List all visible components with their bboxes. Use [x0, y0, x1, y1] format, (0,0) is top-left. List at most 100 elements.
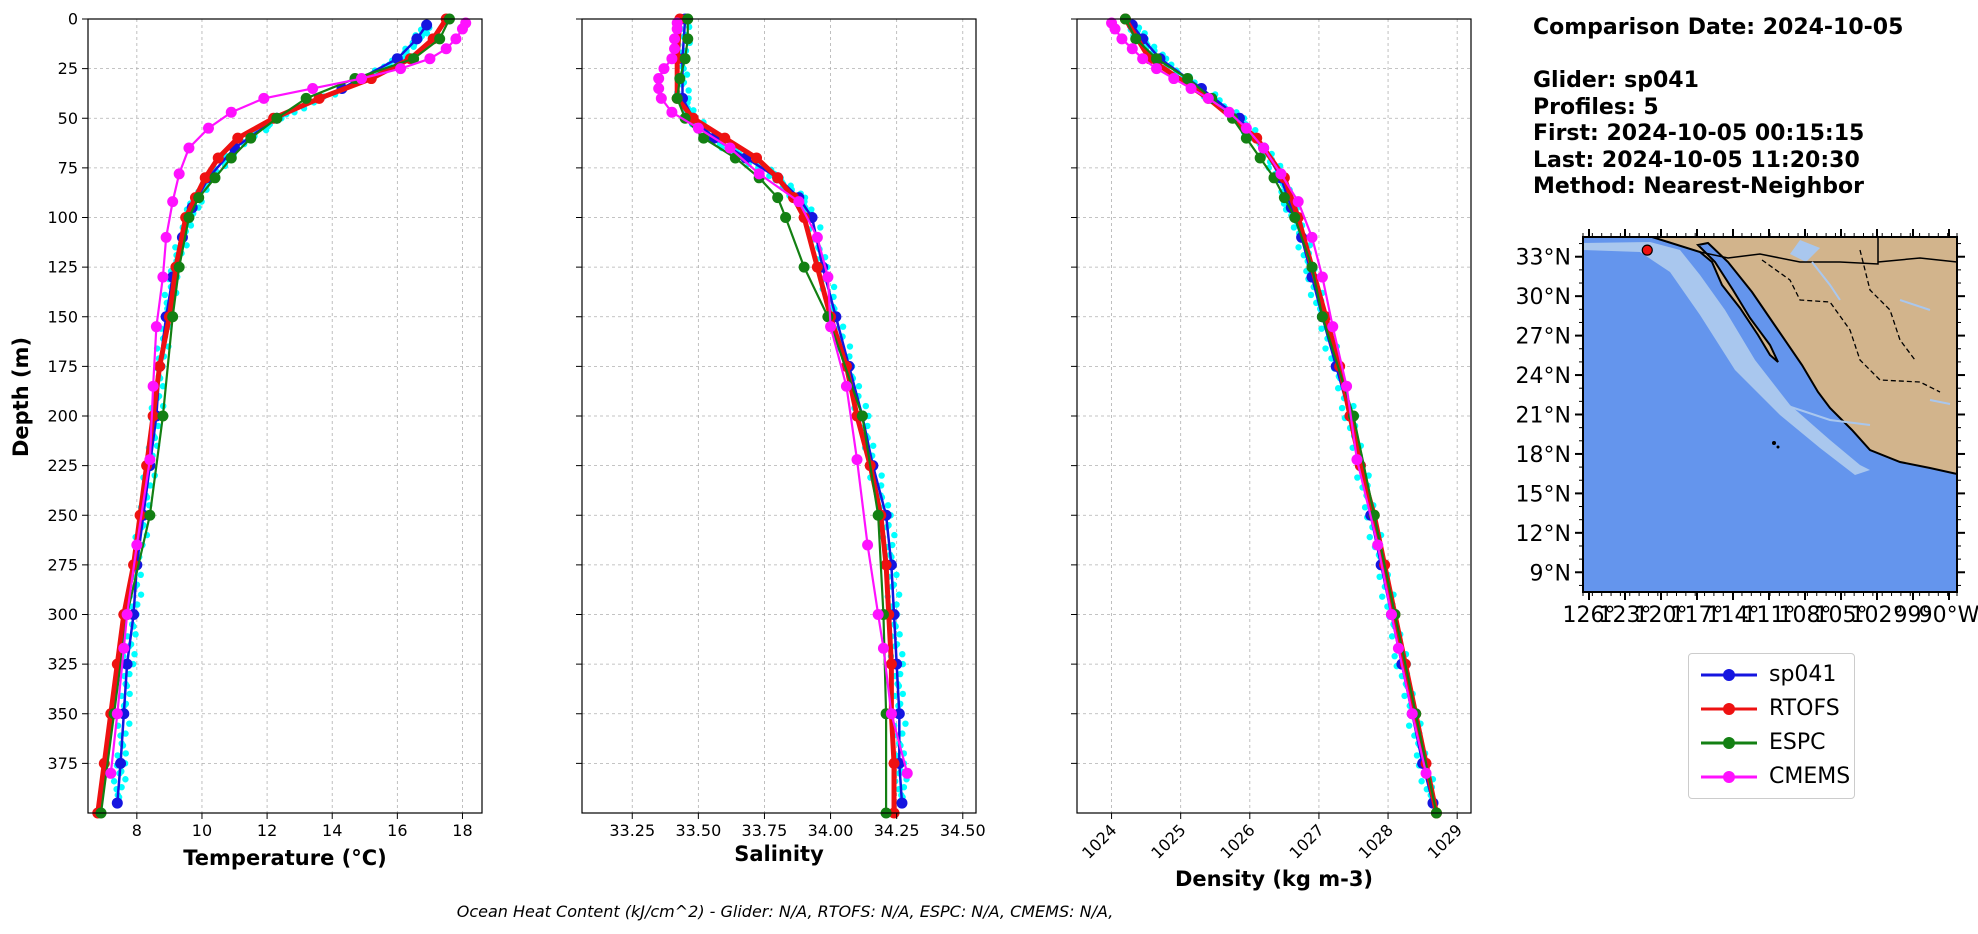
depth-axis-label: Depth (m) [9, 337, 33, 457]
series-cmems-point [307, 82, 319, 94]
x-tick-label: 18 [452, 821, 472, 840]
series-cmems-point [1223, 106, 1235, 118]
series-cmems-point [1372, 539, 1384, 551]
x-tick-label: 1026 [1216, 820, 1258, 862]
legend-marker-icon [1701, 669, 1757, 681]
glider-raw-point [122, 750, 129, 757]
map-lon-label: 123° [1599, 603, 1652, 628]
legend-marker-icon [1701, 737, 1757, 749]
series-cmems-point [655, 92, 667, 104]
y-tick-label: 125 [47, 258, 78, 277]
glider-raw-point [183, 242, 190, 249]
series-cmems-point [658, 63, 670, 75]
y-tick-label: 50 [58, 109, 78, 128]
glider-raw-point [862, 402, 870, 410]
map-state-borders [1761, 249, 1941, 393]
legend: sp041 RTOFS ESPC CMEMS [1688, 653, 1855, 799]
info-spacer [1533, 42, 1903, 69]
map-island [1772, 441, 1776, 445]
x-tick-label: 33.75 [742, 821, 788, 840]
glider-raw-point [839, 323, 847, 330]
y-tick-label: 100 [47, 208, 78, 227]
series-cmems-point [424, 53, 436, 65]
series-espc-point [157, 410, 169, 422]
x-tick-label: 14 [322, 821, 342, 840]
series-rtofs-point [888, 757, 900, 769]
series-espc-point [225, 152, 237, 164]
series-espc-point [1289, 212, 1301, 223]
series-cmems-point [1386, 609, 1398, 620]
glider-raw-point [131, 651, 138, 658]
series-cmems-point [1341, 380, 1353, 392]
series-espc-point [193, 192, 205, 204]
y-tick-label: 75 [58, 158, 78, 177]
series-rtofs-point [772, 172, 784, 184]
series-rtofs-point [199, 172, 211, 184]
series-rtofs-point [811, 261, 823, 273]
glider-raw-point [423, 30, 431, 37]
x-tick-label: 1027 [1286, 820, 1328, 862]
series-espc-point [674, 73, 686, 85]
legend-label: CMEMS [1769, 764, 1851, 789]
series-rtofs-point [313, 92, 325, 104]
map-lake [1790, 240, 1820, 262]
legend-label: ESPC [1769, 730, 1826, 755]
glider-raw-point [902, 720, 909, 727]
glider-raw-point [126, 690, 133, 698]
glider-raw-point [817, 224, 824, 231]
x-tick-label: 34.25 [874, 821, 920, 840]
series-espc-point [822, 311, 834, 323]
series-cmems-point [793, 196, 805, 208]
series-espc-line [1124, 18, 1438, 814]
series-cmems-point [877, 642, 889, 654]
series-cmems-point [1126, 43, 1138, 55]
series-rtofs-point [687, 112, 699, 124]
map-lat-label: 9°N [1530, 561, 1571, 586]
series-cmems-point [666, 106, 678, 118]
series-espc-point [300, 92, 312, 104]
series-cmems-point [1185, 82, 1197, 94]
series-cmems-point [653, 82, 665, 94]
series-rtofs-point [751, 152, 763, 164]
series-espc-point [1182, 73, 1194, 85]
glider-raw-point [1413, 752, 1421, 759]
glider-raw-point [126, 670, 133, 678]
map-lat-label: 18°N [1516, 443, 1571, 468]
series-espc-point [173, 261, 185, 273]
series-cmems-point [167, 196, 179, 208]
x-tick-label: 33.50 [675, 821, 721, 840]
glider-raw-point [893, 601, 900, 608]
glider-raw-point [1388, 633, 1396, 640]
series-cmems-point [872, 609, 884, 620]
series-rtofs-point [719, 132, 731, 144]
series-espc-point [271, 112, 283, 124]
y-tick-label: 350 [47, 704, 78, 723]
series-cmems-point [1327, 321, 1339, 333]
series-cmems-point [1150, 63, 1162, 75]
glider-raw-point [899, 730, 906, 737]
map-lon-label: 108° [1779, 603, 1832, 628]
glider-raw-point [1290, 224, 1298, 231]
x-axis-label: Temperature (°C) [183, 846, 386, 870]
y-tick-label: 275 [47, 555, 78, 574]
y-tick-label: 250 [47, 506, 78, 525]
series-espc-point [856, 410, 868, 422]
series-cmems-point [150, 321, 162, 333]
glider-raw-point [897, 670, 904, 678]
glider-raw-point [884, 502, 892, 509]
series-cmems-point [456, 23, 468, 35]
series-cmems-point [157, 271, 169, 283]
series-espc-point [1278, 192, 1290, 204]
series-cmems-point [440, 43, 452, 55]
y-tick-label: 375 [47, 754, 78, 773]
map-lon-label: 105° [1815, 603, 1868, 628]
series-espc-point [1254, 152, 1266, 164]
x-tick-label: 12 [257, 821, 277, 840]
glider-raw-point [132, 631, 139, 638]
y-tick-label: 25 [58, 59, 78, 78]
series-cmems-point [753, 168, 765, 180]
series-espc-point [245, 132, 257, 144]
map-land-mexico [1651, 236, 1958, 476]
glider-raw-point [870, 442, 877, 449]
series-espc-point [780, 212, 792, 223]
